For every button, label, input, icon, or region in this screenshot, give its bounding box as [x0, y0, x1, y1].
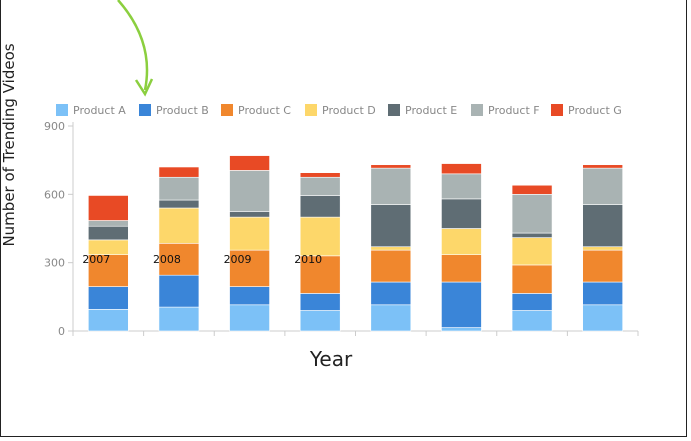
y-tick-label: 300: [44, 257, 65, 270]
bar-segment-product-a[interactable]: [229, 304, 270, 332]
bar-segment-product-d[interactable]: [582, 246, 623, 251]
legend-swatch[interactable]: [139, 104, 151, 116]
legend-label[interactable]: Product C: [238, 104, 291, 117]
bar-segment-product-a[interactable]: [88, 309, 129, 332]
annotation-arrow-icon: [117, 0, 149, 91]
bar-segment-product-e[interactable]: [158, 199, 200, 209]
bar-segment-product-c[interactable]: [582, 249, 623, 283]
bar-segment-product-c[interactable]: [441, 254, 482, 283]
bar-segment-product-a[interactable]: [582, 304, 623, 332]
bar-segment-product-d[interactable]: [370, 246, 412, 251]
bar-segment-product-f[interactable]: [370, 167, 412, 205]
bar-segment-product-a[interactable]: [441, 327, 482, 332]
bar-segment-product-a[interactable]: [158, 306, 200, 332]
legend-label[interactable]: Product G: [568, 104, 622, 117]
x-axis-title: Year: [309, 347, 353, 371]
bar-segment-product-e[interactable]: [88, 225, 129, 241]
legend-swatch[interactable]: [551, 104, 563, 116]
bar-segment-product-f[interactable]: [582, 167, 623, 205]
bar-segment-product-e[interactable]: [582, 204, 623, 248]
bar-segment-product-b[interactable]: [229, 286, 270, 306]
y-tick-label: 600: [44, 188, 65, 201]
bar-year-label: 2007: [82, 253, 110, 266]
legend-label[interactable]: Product F: [488, 104, 540, 117]
bar-segment-product-f[interactable]: [229, 170, 270, 212]
bar-segment-product-g[interactable]: [88, 195, 129, 221]
bar-segment-product-e[interactable]: [441, 198, 482, 229]
bar-segment-product-a[interactable]: [511, 310, 553, 332]
bar-segment-product-e[interactable]: [299, 195, 341, 218]
bar-segment-product-e[interactable]: [511, 232, 553, 238]
legend-swatch[interactable]: [388, 104, 400, 116]
bar-segment-product-g[interactable]: [511, 184, 553, 195]
bar-segment-product-f[interactable]: [441, 173, 482, 200]
bar-segment-product-f[interactable]: [88, 220, 129, 227]
y-axis-title: Number of Trending Videos: [0, 43, 18, 246]
y-tick-label: 900: [44, 120, 65, 133]
bar-segment-product-d[interactable]: [229, 216, 270, 251]
bar-segment-product-b[interactable]: [582, 281, 623, 306]
legend-label[interactable]: Product D: [322, 104, 376, 117]
bar-segment-product-g[interactable]: [370, 164, 412, 169]
bar-segment-product-b[interactable]: [88, 286, 129, 310]
bar-year-label: 2010: [294, 253, 322, 266]
bar-segment-product-b[interactable]: [299, 293, 341, 311]
legend-swatch[interactable]: [471, 104, 483, 116]
bar-segment-product-f[interactable]: [511, 194, 553, 234]
bar-segment-product-c[interactable]: [229, 249, 270, 287]
bar-segment-product-f[interactable]: [158, 176, 200, 201]
bar-segment-product-c[interactable]: [299, 255, 341, 294]
bar-segment-product-d[interactable]: [299, 216, 341, 257]
legend-label[interactable]: Product B: [156, 104, 209, 117]
bar-year-label: 2009: [224, 253, 252, 266]
legend-swatch[interactable]: [56, 104, 68, 116]
bar-segment-product-f[interactable]: [299, 176, 341, 196]
bar-segment-product-b[interactable]: [370, 281, 412, 306]
bar-segment-product-g[interactable]: [582, 164, 623, 169]
bar-segment-product-e[interactable]: [370, 204, 412, 248]
bar-segment-product-d[interactable]: [158, 207, 200, 244]
legend: Product A Product B Product C Product D Prod…: [56, 104, 622, 117]
bar-segment-product-g[interactable]: [229, 155, 270, 171]
bar-segment-product-c[interactable]: [511, 264, 553, 294]
bar-segment-product-e[interactable]: [229, 211, 270, 218]
bar-segment-product-a[interactable]: [299, 310, 341, 332]
bars: [88, 155, 623, 332]
bar-segment-product-d[interactable]: [511, 237, 553, 266]
bar-segment-product-b[interactable]: [441, 281, 482, 328]
y-tick-label: 0: [58, 325, 65, 338]
bar-segment-product-c[interactable]: [158, 243, 200, 276]
bar-segment-product-g[interactable]: [299, 172, 341, 178]
bar-segment-product-c[interactable]: [88, 254, 129, 287]
annotation-arrowhead-icon: [134, 78, 154, 97]
bar-labels: 2007 2008 2009 2010: [82, 253, 322, 266]
bar-segment-product-d[interactable]: [441, 228, 482, 255]
legend-swatch[interactable]: [305, 104, 317, 116]
bar-segment-product-b[interactable]: [158, 274, 200, 308]
bar-year-label: 2008: [153, 253, 181, 266]
bar-segment-product-c[interactable]: [370, 249, 412, 283]
legend-label[interactable]: Product E: [405, 104, 457, 117]
legend-label[interactable]: Product A: [73, 104, 126, 117]
bar-segment-product-a[interactable]: [370, 304, 412, 332]
legend-swatch[interactable]: [221, 104, 233, 116]
bar-segment-product-g[interactable]: [441, 163, 482, 175]
bar-segment-product-b[interactable]: [511, 293, 553, 311]
bar-segment-product-g[interactable]: [158, 166, 200, 178]
